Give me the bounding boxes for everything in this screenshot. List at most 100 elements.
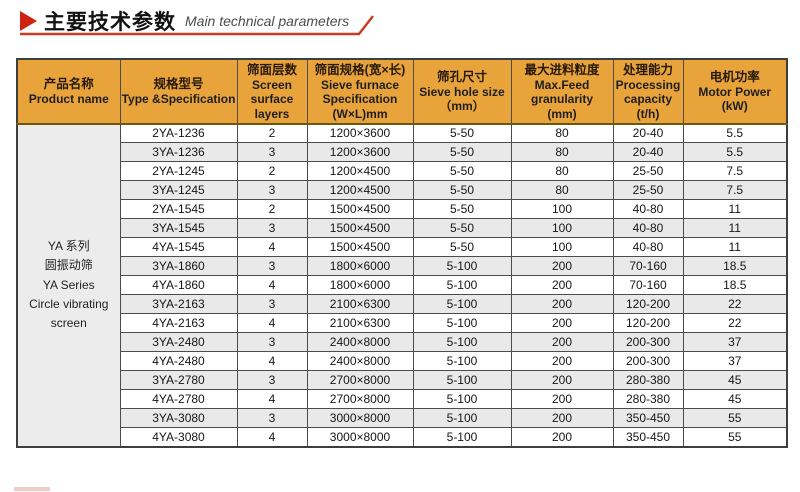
cell: 40-80 <box>612 218 684 239</box>
table-row: 4YA-1545 4 1500×4500 5-50 100 40-80 11 <box>17 237 788 258</box>
cell: 3 <box>236 294 308 315</box>
cell: 3 <box>236 332 308 353</box>
cell: 4YA-2480 <box>119 351 238 372</box>
cell: 4 <box>236 313 308 334</box>
cell: 280-380 <box>612 370 684 391</box>
cell: 3 <box>236 408 308 429</box>
cell: 7.5 <box>682 180 788 201</box>
cell: 5-100 <box>412 427 512 448</box>
column-header: 筛面层数 Screen surface layers <box>236 58 308 125</box>
cell: 40-80 <box>612 199 684 220</box>
product-name-cell: YA 系列 圆振动筛 YA Series Circle vibrating screen <box>16 123 121 448</box>
cell: 1200×4500 <box>306 161 414 182</box>
cell: 5-100 <box>412 351 512 372</box>
cell: 3 <box>236 142 308 163</box>
cell: 80 <box>510 180 614 201</box>
cell: 3YA-2780 <box>119 370 238 391</box>
cell: 11 <box>682 199 788 220</box>
column-header: 电机功率 Motor Power (kW) <box>682 58 788 125</box>
cell: 3YA-1545 <box>119 218 238 239</box>
header-row: 产品名称 Product name 规格型号 Type &Specification 筛… <box>16 58 788 125</box>
cell: 1200×3600 <box>306 142 414 163</box>
section-title-en: Main technical parameters <box>185 13 350 29</box>
cell: 40-80 <box>612 237 684 258</box>
cell: 1200×3600 <box>306 123 414 144</box>
cell: 5.5 <box>682 142 788 163</box>
cell: 2 <box>236 123 308 144</box>
cell: 3 <box>236 256 308 277</box>
cell: 25-50 <box>612 180 684 201</box>
cell: 45 <box>682 389 788 410</box>
cell: 1800×6000 <box>306 256 414 277</box>
cell: 100 <box>510 218 614 239</box>
column-header: 规格型号 Type &Specification <box>119 58 238 125</box>
cell: 350-450 <box>612 427 684 448</box>
cell: 350-450 <box>612 408 684 429</box>
cell: 22 <box>682 294 788 315</box>
cell: 2YA-1236 <box>119 123 238 144</box>
cell: 11 <box>682 237 788 258</box>
cell: 200-300 <box>612 351 684 372</box>
cell: 120-200 <box>612 313 684 334</box>
cell: 3YA-2163 <box>119 294 238 315</box>
cell: 22 <box>682 313 788 334</box>
cell: 2400×8000 <box>306 351 414 372</box>
table-row: 3YA-2163 3 2100×6300 5-100 200 120-200 22 <box>17 294 788 315</box>
cell: 5-50 <box>412 180 512 201</box>
table-row: 4YA-2780 4 2700×8000 5-100 200 280-380 45 <box>17 389 788 410</box>
cell: 80 <box>510 142 614 163</box>
section-title: 主要技术参数 Main technical parameters <box>20 6 349 36</box>
cell: 4 <box>236 275 308 296</box>
cell: 5.5 <box>682 123 788 144</box>
column-header: 处理能力 Processing capacity (t/h) <box>612 58 684 125</box>
table-row: 4YA-2163 4 2100×6300 5-100 200 120-200 22 <box>17 313 788 334</box>
cell: 37 <box>682 351 788 372</box>
cell: 200 <box>510 332 614 353</box>
section-title-zh: 主要技术参数 <box>44 11 176 34</box>
table-row: 2YA-1245 2 1200×4500 5-50 80 25-50 7.5 <box>17 161 788 182</box>
cell: 5-100 <box>412 313 512 334</box>
cell: 200 <box>510 427 614 448</box>
cell: 2400×8000 <box>306 332 414 353</box>
table-row: YA 系列 圆振动筛 YA Series Circle vibrating screen… <box>16 123 788 448</box>
cell: 3 <box>236 180 308 201</box>
cell: 3 <box>236 218 308 239</box>
cell: 4YA-1860 <box>119 275 238 296</box>
column-header: 最大进料粒度 Max.Feed granularity (mm) <box>510 58 614 125</box>
cell: 200 <box>510 313 614 334</box>
cell: 100 <box>510 237 614 258</box>
cell: 1500×4500 <box>306 218 414 239</box>
cell: 4YA-1545 <box>119 237 238 258</box>
cell: 3YA-1236 <box>119 142 238 163</box>
cell: 45 <box>682 370 788 391</box>
cell: 200 <box>510 294 614 315</box>
cell: 55 <box>682 427 788 448</box>
table-row: 3YA-3080 3 3000×8000 5-100 200 350-450 55 <box>17 408 788 429</box>
cell: 2YA-1545 <box>119 199 238 220</box>
cell: 200 <box>510 370 614 391</box>
cell: 100 <box>510 199 614 220</box>
cell: 20-40 <box>612 142 684 163</box>
parameters-table: 产品名称 Product name 规格型号 Type &Specification 筛… <box>16 58 788 448</box>
cell: 280-380 <box>612 389 684 410</box>
cell: 1500×4500 <box>306 199 414 220</box>
table-row: 3YA-1236 3 1200×3600 5-50 80 20-40 5.5 <box>17 142 788 163</box>
cell: 4 <box>236 427 308 448</box>
table-row: 3YA-2480 3 2400×8000 5-100 200 200-300 37 <box>17 332 788 353</box>
cell: 200-300 <box>612 332 684 353</box>
cell: 80 <box>510 123 614 144</box>
cell: 2700×8000 <box>306 389 414 410</box>
table-row: 4YA-1860 4 1800×6000 5-100 200 70-160 18.5 <box>17 275 788 296</box>
cell: 200 <box>510 275 614 296</box>
cell: 18.5 <box>682 275 788 296</box>
cell: 4 <box>236 389 308 410</box>
cell: 4 <box>236 351 308 372</box>
cell: 5-50 <box>412 161 512 182</box>
cell: 5-100 <box>412 256 512 277</box>
cell: 4YA-2163 <box>119 313 238 334</box>
cutoff-section-marker <box>14 487 50 491</box>
cell: 5-100 <box>412 332 512 353</box>
cell: 2YA-1245 <box>119 161 238 182</box>
cell: 5-100 <box>412 294 512 315</box>
cell: 70-160 <box>612 275 684 296</box>
